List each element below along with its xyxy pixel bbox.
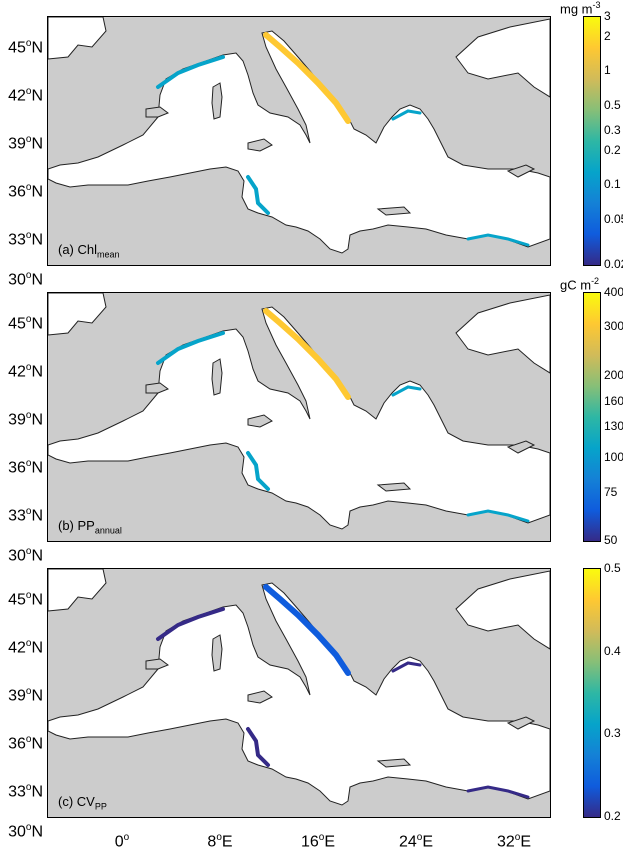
- colorbar-tick-label: 0.1: [604, 177, 621, 192]
- map-panel: 45oN 42oN 39oN 36oN 33oN 30oN (c) CVPP 0…: [0, 561, 623, 846]
- colorbar: [583, 568, 601, 818]
- lon-label: 16oE: [300, 832, 336, 851]
- lat-label: 45oN: [8, 38, 43, 57]
- lon-label: 32oE: [496, 832, 532, 851]
- colorbar-tick-label: 0.3: [604, 726, 621, 741]
- lon-label: 0o: [114, 832, 130, 851]
- panel-label: (c) CVPP: [58, 794, 107, 812]
- colorbar-tick-label: 100: [604, 450, 623, 465]
- mediterranean-map: [47, 568, 551, 818]
- lat-label: 30oN: [8, 546, 43, 565]
- colorbar-unit: gC m-2: [560, 276, 600, 293]
- colorbar-tick-label: 0.5: [604, 561, 621, 575]
- panel-label: (a) Chlmean: [58, 242, 120, 260]
- lat-label: 30oN: [8, 822, 43, 841]
- lat-label: 45oN: [8, 314, 43, 333]
- colorbar-tick-label: 0.3: [604, 122, 621, 137]
- colorbar-tick-label: 0.05: [604, 211, 623, 226]
- colorbar-tick-label: 0.02: [604, 257, 623, 271]
- lat-label: 42oN: [8, 638, 43, 657]
- colorbar-unit: mg m-3: [560, 0, 601, 17]
- lat-label: 36oN: [8, 734, 43, 753]
- colorbar-tick-label: 0.2: [604, 143, 621, 158]
- colorbar-tick-label: 400: [604, 285, 623, 299]
- mediterranean-map: [47, 16, 551, 266]
- lat-label: 33oN: [8, 230, 43, 249]
- colorbar-tick-label: 0.4: [604, 643, 621, 658]
- colorbar: [583, 16, 601, 266]
- lat-label: 39oN: [8, 134, 43, 153]
- lat-label: 30oN: [8, 270, 43, 289]
- lat-label: 33oN: [8, 506, 43, 525]
- lon-label: 24oE: [398, 832, 434, 851]
- colorbar-tick-label: 0.5: [604, 97, 621, 112]
- sea-mask: [48, 293, 550, 530]
- lat-label: 42oN: [8, 86, 43, 105]
- colorbar-tick-label: 3: [604, 9, 611, 23]
- sea-mask: [48, 569, 550, 806]
- panel-label: (b) PPannual: [58, 518, 122, 536]
- sea-mask: [48, 17, 550, 254]
- map-panel: 45oN 42oN 39oN 36oN 33oN 30oN (b) PPannu…: [0, 276, 623, 570]
- lat-label: 33oN: [8, 782, 43, 801]
- colorbar-tick-label: 2: [604, 29, 611, 44]
- lat-label: 36oN: [8, 458, 43, 477]
- colorbar-tick-label: 300: [604, 319, 623, 334]
- lat-label: 42oN: [8, 362, 43, 381]
- colorbar-tick-label: 1: [604, 63, 611, 78]
- lat-label: 36oN: [8, 182, 43, 201]
- map-panel: 45oN 42oN 39oN 36oN 33oN 30oN (a) Chlmea…: [0, 0, 623, 294]
- colorbar-tick-label: 50: [604, 533, 618, 547]
- lat-label: 45oN: [8, 590, 43, 609]
- colorbar-tick-label: 160: [604, 394, 623, 409]
- colorbar-tick-label: 0.2: [604, 809, 621, 823]
- lat-label: 39oN: [8, 410, 43, 429]
- colorbar-tick-label: 200: [604, 367, 623, 382]
- colorbar: [583, 292, 601, 542]
- colorbar-tick-label: 75: [604, 484, 618, 499]
- colorbar-tick-label: 130: [604, 419, 623, 434]
- mediterranean-map: [47, 292, 551, 542]
- lat-label: 39oN: [8, 686, 43, 705]
- lon-label: 8oE: [207, 832, 233, 851]
